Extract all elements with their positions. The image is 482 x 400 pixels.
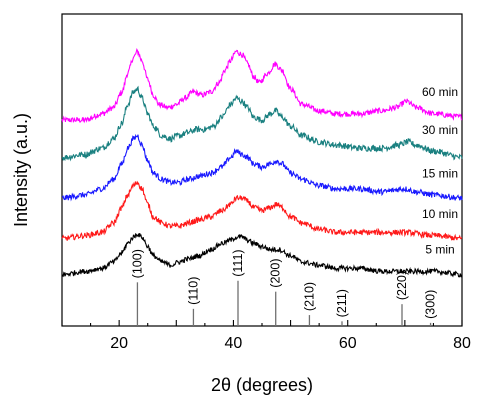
x-axis-label: 2θ (degrees) [211,375,313,395]
y-axis-label: Intensity (a.u.) [11,113,31,227]
ref-label-111: (111) [231,249,245,276]
series-label-30-min: 30 min [422,123,458,137]
series-line-15-min [61,133,463,202]
series-label-5-min: 5 min [425,243,454,257]
series-line-10-min [61,180,463,241]
ref-label-210: (210) [302,282,316,311]
series-label-60-min: 60 min [422,85,458,99]
series-label-10-min: 10 min [422,207,458,221]
series-line-5-min [61,232,463,278]
x-tick-label-60: 60 [339,335,357,352]
reference-lines: (100) (110) (111) (200) (210) (211) (220) (300) [130,249,438,326]
ref-label-220: (220) [395,271,409,300]
series-traces [61,47,463,278]
x-tick-label-20: 20 [110,335,128,352]
ref-label-200: (200) [269,258,283,287]
series-label-15-min: 15 min [422,166,458,180]
series-labels: 60 min 30 min 15 min 10 min 5 min [422,85,458,257]
x-tick-label-40: 40 [225,335,243,352]
x-axis: 20 40 60 80 [61,320,471,352]
ref-label-300: (300) [424,290,438,319]
x-tick-label-80: 80 [453,335,471,352]
series-line-30-min [61,85,463,162]
ref-label-100: (100) [130,249,144,278]
ref-label-211: (211) [335,289,349,317]
ref-label-110: (110) [186,277,200,305]
series-line-60-min [61,47,463,124]
